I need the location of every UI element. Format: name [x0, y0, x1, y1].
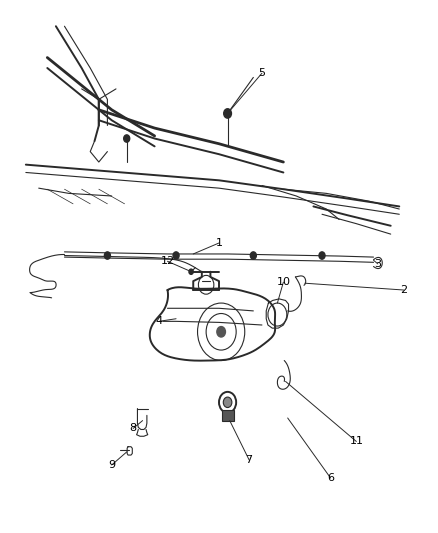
Text: 8: 8	[130, 423, 137, 433]
Circle shape	[173, 252, 179, 259]
Text: 6: 6	[327, 473, 334, 483]
Circle shape	[251, 252, 256, 259]
Circle shape	[224, 109, 231, 118]
Circle shape	[217, 327, 226, 337]
Circle shape	[189, 269, 193, 274]
Text: 12: 12	[160, 256, 175, 266]
Text: 2: 2	[400, 285, 407, 295]
Text: 5: 5	[258, 68, 265, 78]
Text: 9: 9	[108, 460, 115, 470]
Text: 10: 10	[276, 277, 290, 287]
Text: 7: 7	[245, 455, 253, 465]
FancyBboxPatch shape	[222, 410, 233, 421]
Circle shape	[223, 397, 232, 408]
Text: 3: 3	[374, 259, 381, 269]
Circle shape	[124, 135, 130, 142]
Circle shape	[104, 252, 110, 259]
Text: 11: 11	[350, 437, 364, 447]
Circle shape	[319, 252, 325, 259]
Text: 1: 1	[215, 238, 223, 248]
Text: 4: 4	[155, 317, 162, 326]
